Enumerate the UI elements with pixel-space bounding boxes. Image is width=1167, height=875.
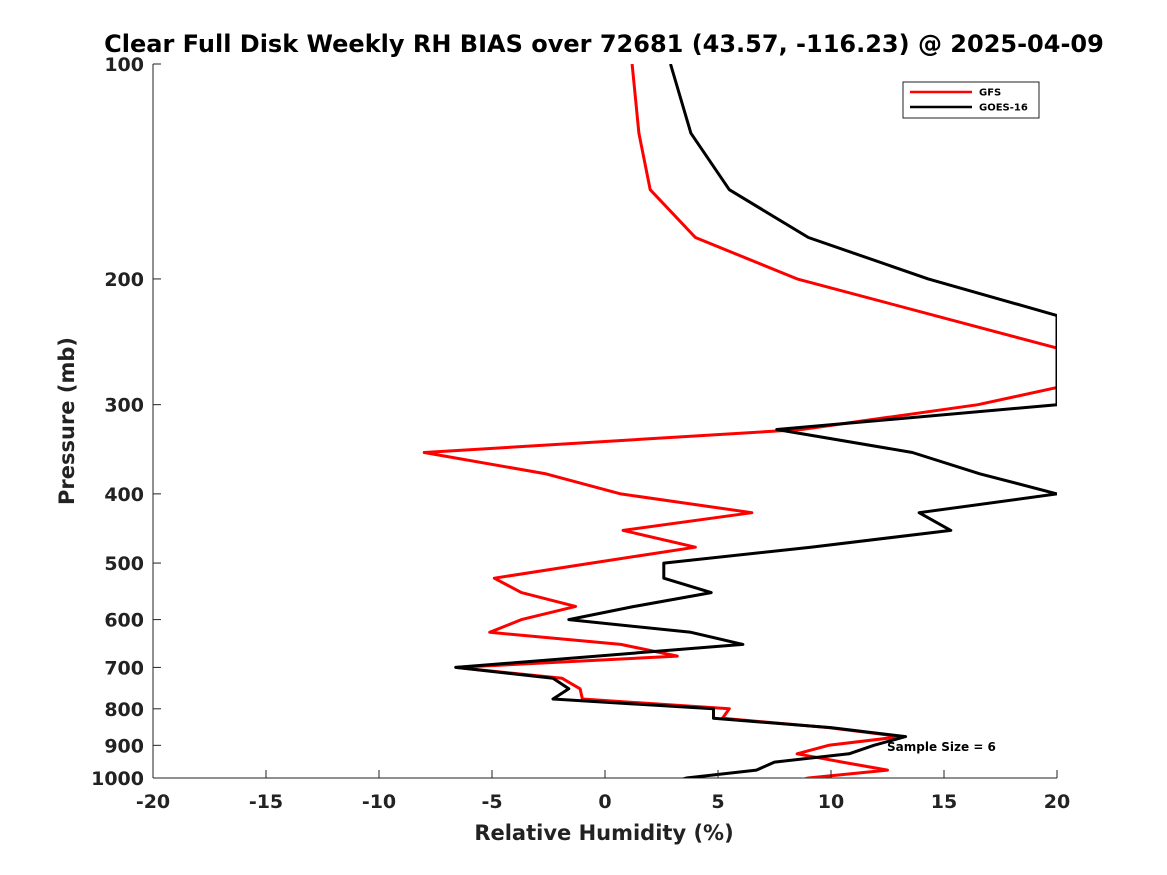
y-tick-label: 500 xyxy=(104,553,144,575)
y-axis-ticks: 100 200 300 400 500 600 700 800 900 1000 xyxy=(91,54,161,790)
sample-size-annotation: Sample Size = 6 xyxy=(887,740,996,754)
chart-title: Clear Full Disk Weekly RH BIAS over 7268… xyxy=(104,30,1104,58)
x-axis-ticks: -20 -15 -10 -5 0 5 10 15 20 xyxy=(136,770,1070,813)
y-tick-label: 1000 xyxy=(91,768,144,790)
x-tick-label: 5 xyxy=(711,791,724,813)
x-tick-label: -5 xyxy=(481,791,502,813)
series-line-gfs xyxy=(422,64,1057,778)
x-axis-label: Relative Humidity (%) xyxy=(474,821,733,845)
series-layer xyxy=(422,64,1057,778)
legend-label-goes16: GOES-16 xyxy=(979,103,1028,114)
y-tick-label: 100 xyxy=(104,54,144,76)
y-tick-label: 300 xyxy=(104,395,144,417)
y-tick-label: 700 xyxy=(104,657,144,679)
plot-area: -20 -15 -10 -5 0 5 10 15 20 100 200 300 400 500 600 70… xyxy=(91,54,1070,813)
legend: GFS GOES-16 xyxy=(902,81,1040,119)
x-tick-label: 0 xyxy=(598,791,611,813)
y-tick-label: 900 xyxy=(104,735,144,757)
y-tick-label: 600 xyxy=(104,610,144,632)
x-tick-label: 10 xyxy=(818,791,844,813)
y-tick-label: 400 xyxy=(104,484,144,506)
x-tick-label: -15 xyxy=(249,791,283,813)
y-axis-label: Pressure (mb) xyxy=(55,337,79,505)
plot-frame xyxy=(153,64,1057,778)
x-tick-label: -10 xyxy=(362,791,396,813)
x-tick-label: -20 xyxy=(136,791,170,813)
y-tick-label: 200 xyxy=(104,269,144,291)
series-line-goes16 xyxy=(454,64,1057,778)
legend-label-gfs: GFS xyxy=(979,88,1001,99)
legend-box xyxy=(902,81,1040,119)
x-tick-label: 20 xyxy=(1044,791,1070,813)
x-tick-label: 15 xyxy=(931,791,957,813)
y-tick-label: 800 xyxy=(104,699,144,721)
